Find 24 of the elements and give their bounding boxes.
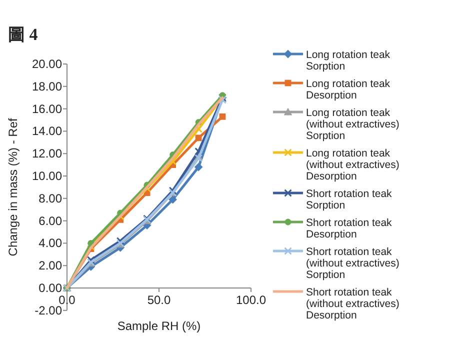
chart-title: 圖 4 <box>8 25 38 44</box>
legend-label: Long rotation teak Desorption <box>306 78 391 102</box>
legend-label: Short rotation teak Sorption <box>306 188 393 212</box>
y-tick-label: 4.00 <box>38 236 62 250</box>
legend-label: Short rotation teak (without extractives) Desorption <box>306 286 400 322</box>
legend-label: Long rotation teak (without extractives) Sorption <box>306 107 400 142</box>
legend-label: Short rotation teak Desorption <box>306 217 393 240</box>
y-tick-label: 2.00 <box>38 258 62 273</box>
y-tick-label: 0.00 <box>38 281 62 295</box>
legend-label: Long rotation teak (without extractives) Desorption <box>306 148 400 182</box>
x-tick-label: 50.0 <box>147 293 171 307</box>
y-tick-label: 16.00 <box>32 102 62 116</box>
y-tick-label: 8.00 <box>38 191 62 206</box>
x-tick-label: 100.0 <box>236 293 266 307</box>
y-tick-label: 20.00 <box>32 57 62 71</box>
y-tick-label: 14.00 <box>32 124 62 138</box>
y-tick-label: 6.00 <box>38 214 62 228</box>
y-tick-label: 10.00 <box>32 169 62 183</box>
y-tick-label: 12.00 <box>32 146 62 161</box>
y-axis-title: Change in mass (%) - Ref <box>6 118 20 256</box>
legend-label: Long rotation teak Sorption <box>306 49 391 72</box>
legend-label: Short rotation teak (without extractives) Sorption <box>306 246 400 281</box>
y-tick-label: 18.00 <box>32 79 62 94</box>
x-axis-title: Sample RH (%) <box>117 319 201 333</box>
